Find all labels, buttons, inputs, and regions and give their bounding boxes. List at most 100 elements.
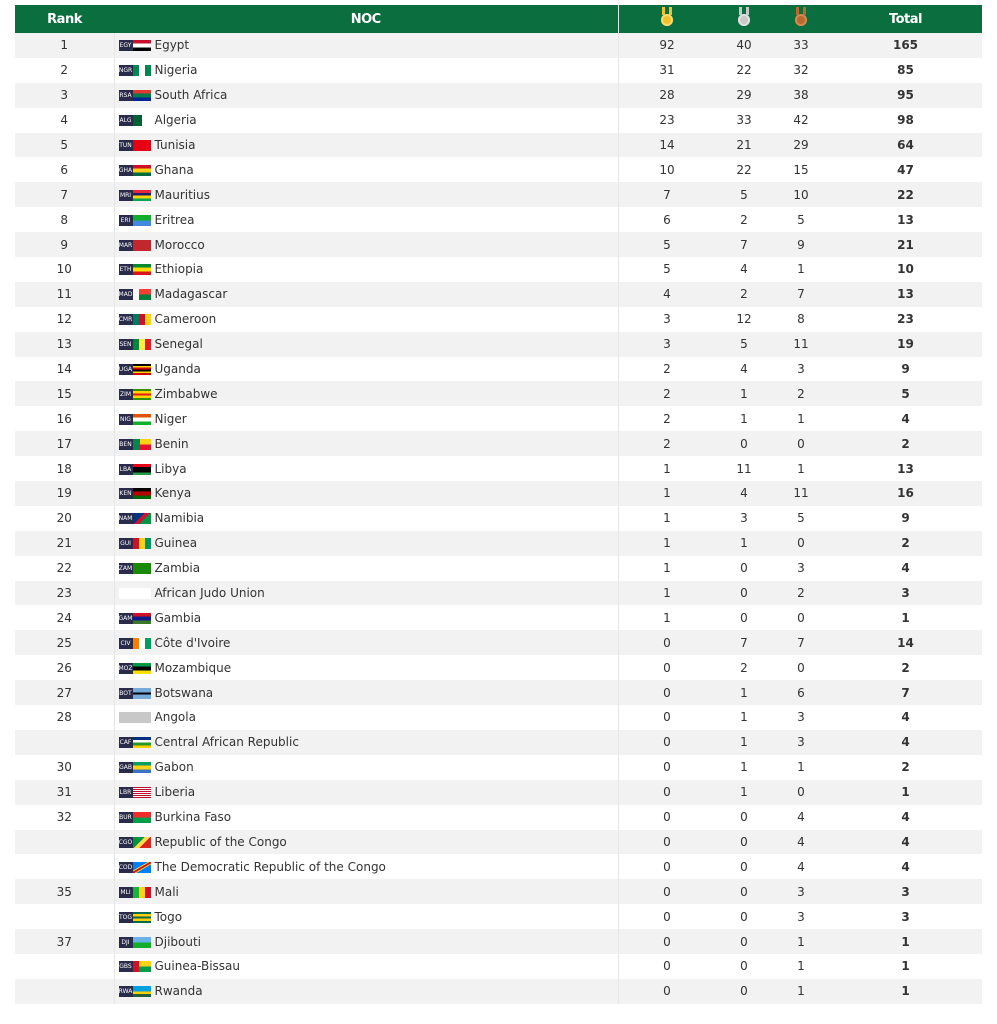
rank-cell (15, 830, 114, 855)
flag-stripes (132, 90, 151, 102)
country-name[interactable]: Ethiopia (154, 262, 204, 277)
gold-count: 2 (617, 381, 716, 407)
country-name[interactable]: African Judo Union (154, 586, 265, 601)
country-name[interactable]: Guinea-Bissau (154, 959, 241, 974)
country-name[interactable]: Republic of the Congo (154, 834, 287, 849)
total-header[interactable]: Total (888, 11, 923, 27)
country-name[interactable]: The Democratic Republic of the Congo (154, 859, 386, 874)
silver-header[interactable] (716, 5, 773, 33)
country-name[interactable]: Zimbabwe (154, 386, 218, 401)
bronze-count: 7 (797, 287, 805, 302)
flag-stripes (132, 986, 151, 998)
flag-stripes (132, 936, 151, 948)
table-row: 27 BOT Botswana 0 1 6 7 (15, 680, 982, 706)
flag-icon: TUN (118, 140, 151, 151)
flag-stripes (132, 812, 151, 824)
silver-count: 7 (740, 237, 748, 252)
flag-code: ERI (118, 214, 133, 226)
country-name[interactable]: Cameroon (154, 312, 217, 327)
noc-cell: ZAM Zambia (113, 555, 618, 581)
country-name[interactable]: Mauritius (154, 187, 210, 202)
total-count: 10 (897, 262, 914, 277)
flag-code: KEN (118, 488, 133, 500)
gold-count: 0 (617, 953, 716, 979)
table-row: 16 NIG Niger 2 1 1 4 (15, 406, 982, 432)
silver-count: 1 (740, 760, 748, 775)
country-name[interactable]: Gabon (154, 760, 194, 775)
table-header: Rank NOC Total (15, 5, 982, 33)
country-name[interactable]: Mozambique (154, 660, 232, 675)
silver-medal-icon (737, 7, 751, 27)
country-name[interactable]: Burkina Faso (154, 810, 232, 825)
country-name[interactable]: Morocco (154, 237, 205, 252)
country-name[interactable]: South Africa (154, 88, 228, 103)
silver-count: 40 (736, 38, 752, 53)
total-count: 4 (901, 411, 910, 426)
bronze-count: 7 (797, 635, 805, 650)
flag-icon: NIG (118, 413, 151, 425)
country-name[interactable]: Ghana (154, 162, 194, 177)
noc-header[interactable]: NOC (350, 11, 381, 27)
bronze-count: 33 (793, 38, 809, 53)
rank-cell (15, 730, 114, 755)
flag-icon: GHA (118, 164, 151, 176)
country-name[interactable]: Liberia (154, 785, 196, 800)
country-name[interactable]: Central African Republic (154, 735, 299, 750)
country-name[interactable]: Côte d'Ivoire (154, 635, 231, 650)
rank-cell: 32 (56, 810, 72, 825)
table-row: 15 ZIM Zimbabwe 2 1 2 5 (15, 381, 982, 407)
noc-cell: DJI Djibouti (113, 929, 618, 954)
rank-cell: 2 (60, 63, 69, 78)
flag-stripes (132, 488, 151, 500)
country-name[interactable]: Mali (154, 884, 179, 899)
country-name[interactable]: Gambia (154, 610, 202, 625)
country-name[interactable]: Botswana (154, 685, 214, 700)
bronze-count: 11 (793, 337, 809, 352)
silver-count: 0 (740, 959, 748, 974)
total-count: 22 (897, 187, 914, 202)
country-name[interactable]: Rwanda (154, 984, 203, 999)
total-count: 16 (897, 486, 914, 501)
silver-count: 12 (736, 312, 752, 327)
total-count: 165 (892, 38, 919, 53)
rank-cell: 18 (56, 461, 72, 476)
flag-stripes (118, 712, 151, 724)
silver-count: 0 (740, 810, 748, 825)
country-name[interactable]: Libya (154, 461, 187, 476)
country-name[interactable]: Uganda (154, 362, 201, 377)
country-name[interactable]: Senegal (154, 337, 203, 352)
gold-count: 31 (617, 57, 716, 83)
country-name[interactable]: Algeria (154, 113, 197, 128)
country-name[interactable]: Tunisia (154, 138, 196, 152)
flag-code: NGR (118, 65, 133, 77)
table-row: 31 LBR Liberia 0 1 0 1 (15, 779, 982, 805)
country-name[interactable]: Togo (154, 909, 183, 924)
total-count: 1 (901, 984, 910, 999)
country-name[interactable]: Eritrea (154, 212, 195, 227)
silver-count: 21 (736, 138, 752, 152)
rank-header[interactable]: Rank (47, 11, 82, 27)
country-name[interactable]: Nigeria (154, 63, 198, 78)
country-name[interactable]: Benin (154, 436, 189, 451)
country-name[interactable]: Namibia (154, 511, 205, 526)
rank-cell: 37 (56, 934, 72, 949)
bronze-count: 5 (797, 212, 805, 227)
gold-header[interactable] (617, 5, 716, 33)
bronze-count: 4 (797, 834, 805, 849)
country-name[interactable]: Egypt (154, 38, 190, 53)
country-name[interactable]: Angola (154, 710, 196, 725)
bronze-header[interactable] (773, 5, 830, 33)
rank-cell: 24 (56, 610, 72, 625)
total-count: 1 (901, 959, 910, 974)
country-name[interactable]: Guinea (154, 536, 198, 551)
rank-cell: 21 (56, 536, 72, 551)
noc-cell: RWA Rwanda (113, 978, 618, 1004)
country-name[interactable]: Madagascar (154, 287, 228, 302)
rank-cell (15, 854, 114, 879)
country-name[interactable]: Djibouti (154, 934, 202, 949)
bronze-count: 6 (797, 685, 805, 700)
country-name[interactable]: Niger (154, 411, 187, 426)
country-name[interactable]: Zambia (154, 561, 201, 576)
country-name[interactable]: Kenya (154, 486, 192, 501)
bronze-count: 3 (797, 710, 805, 725)
